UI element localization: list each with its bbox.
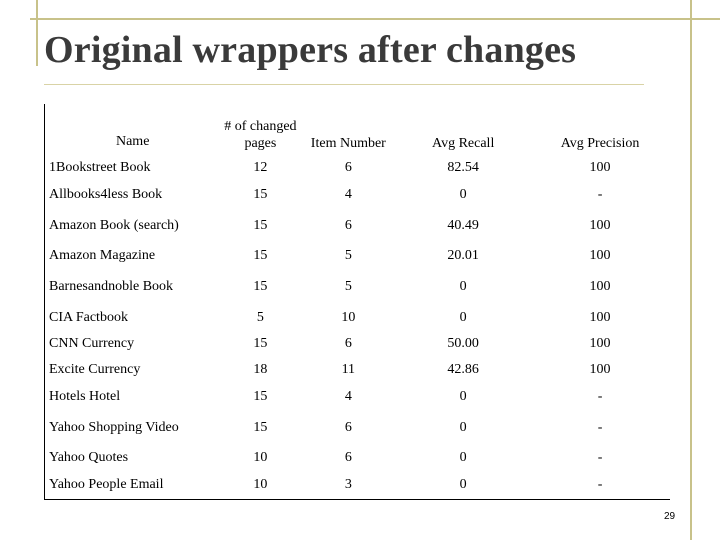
cell-name: 1Bookstreet Book <box>49 160 151 175</box>
cell-avg-precision: 100 <box>589 160 611 175</box>
cell-changed-pages: 15 <box>253 420 268 435</box>
cell-item-number: 6 <box>344 160 352 175</box>
cell-item-number: 3 <box>344 476 352 492</box>
cell-item-number: 10 <box>341 310 356 325</box>
cell-changed-pages: 10 <box>253 476 268 492</box>
table-row: 1Bookstreet Book 12 6 82.54 100 <box>45 155 671 181</box>
table-row: Barnesandnoble Book 15 5 0 100 <box>45 269 671 305</box>
cell-avg-recall: 0 <box>459 310 467 325</box>
cell-name: Allbooks4less Book <box>49 187 163 202</box>
title-underline <box>44 84 644 85</box>
cell-avg-recall: 42.86 <box>447 362 479 377</box>
cell-item-number: 4 <box>344 389 352 404</box>
cell-changed-pages: 15 <box>253 279 268 294</box>
table-row: Yahoo Shopping Video 15 6 0 - <box>45 411 671 445</box>
cell-avg-precision: - <box>597 187 603 202</box>
cell-avg-precision: 100 <box>589 248 611 263</box>
table-body: 1Bookstreet Book 12 6 82.54 100 Allbooks4less… <box>45 155 671 499</box>
cell-avg-recall: 0 <box>459 279 467 294</box>
cell-avg-recall: 0 <box>459 420 467 435</box>
table-row: Excite Currency 18 11 42.86 100 <box>45 357 671 383</box>
cell-name: Yahoo People Email <box>49 476 164 492</box>
cell-changed-pages: 15 <box>253 187 268 202</box>
header-avg-precision: Avg Precision <box>560 136 640 151</box>
cell-name: Barnesandnoble Book <box>49 279 174 294</box>
cell-avg-recall: 0 <box>459 476 467 492</box>
cell-changed-pages: 15 <box>253 389 268 404</box>
cell-avg-precision: - <box>597 420 603 435</box>
cell-changed-pages: 5 <box>256 310 264 325</box>
cell-avg-recall: 0 <box>459 450 467 465</box>
cell-item-number: 5 <box>344 279 352 294</box>
cell-avg-precision: 100 <box>589 279 611 294</box>
cell-changed-pages: 12 <box>253 160 268 175</box>
table-row: Hotels Hotel 15 4 0 - <box>45 383 671 411</box>
cell-name: Hotels Hotel <box>49 389 121 404</box>
cell-avg-precision: - <box>597 450 603 465</box>
frame-line-right <box>690 0 692 540</box>
cell-item-number: 6 <box>344 450 352 465</box>
cell-item-number: 5 <box>344 248 352 263</box>
table-row: CNN Currency 15 6 50.00 100 <box>45 331 671 357</box>
table-row: Allbooks4less Book 15 4 0 - <box>45 181 671 209</box>
cell-avg-recall: 0 <box>459 187 467 202</box>
cell-avg-recall: 0 <box>459 389 467 404</box>
cell-avg-recall: 82.54 <box>447 160 479 175</box>
cell-item-number: 6 <box>344 336 352 351</box>
cell-avg-recall: 50.00 <box>447 336 479 351</box>
cell-name: Yahoo Quotes <box>49 450 129 465</box>
slide-title: Original wrappers after changes <box>44 29 577 71</box>
table-row: Yahoo People Email 10 3 0 - <box>45 471 671 499</box>
header-row: Name # of changed pages Item Number Avg … <box>45 104 671 155</box>
cell-changed-pages: 15 <box>253 248 268 263</box>
cell-avg-precision: 100 <box>589 218 611 233</box>
cell-avg-recall: 40.49 <box>447 218 479 233</box>
cell-item-number: 4 <box>344 187 352 202</box>
table-row: Amazon Book (search) 15 6 40.49 100 <box>45 209 671 243</box>
frame-line-left <box>36 0 38 66</box>
cell-changed-pages: 15 <box>253 336 268 351</box>
page-number: 29 <box>664 511 676 522</box>
header-changed-pages: # of changed pages <box>224 119 297 151</box>
cell-item-number: 6 <box>344 218 352 233</box>
table-row: Yahoo Quotes 10 6 0 - <box>45 445 671 471</box>
header-avg-recall: Avg Recall <box>432 136 495 151</box>
cell-avg-precision: 100 <box>589 336 611 351</box>
cell-name: Yahoo Shopping Video <box>49 420 179 435</box>
table-row: CIA Factbook 5 10 0 100 <box>45 305 671 331</box>
cell-avg-precision: - <box>597 389 603 404</box>
table-row: Amazon Magazine 15 5 20.01 100 <box>45 243 671 269</box>
frame-line-top <box>30 18 720 20</box>
header-item-number: Item Number <box>310 136 386 151</box>
cell-item-number: 11 <box>341 362 356 377</box>
cell-item-number: 6 <box>344 420 352 435</box>
cell-avg-precision: - <box>597 476 603 492</box>
cell-name: CIA Factbook <box>49 310 128 325</box>
cell-name: Amazon Magazine <box>49 248 156 263</box>
cell-avg-recall: 20.01 <box>447 248 479 263</box>
cell-changed-pages: 10 <box>253 450 268 465</box>
cell-avg-precision: 100 <box>589 310 611 325</box>
cell-name: CNN Currency <box>49 336 135 351</box>
cell-changed-pages: 18 <box>253 362 268 377</box>
cell-changed-pages: 15 <box>253 218 268 233</box>
cell-name: Excite Currency <box>49 362 141 377</box>
cell-avg-precision: 100 <box>589 362 611 377</box>
header-name: Name <box>115 134 150 149</box>
cell-name: Amazon Book (search) <box>49 218 179 233</box>
results-table: Name # of changed pages Item Number Avg … <box>44 104 670 500</box>
